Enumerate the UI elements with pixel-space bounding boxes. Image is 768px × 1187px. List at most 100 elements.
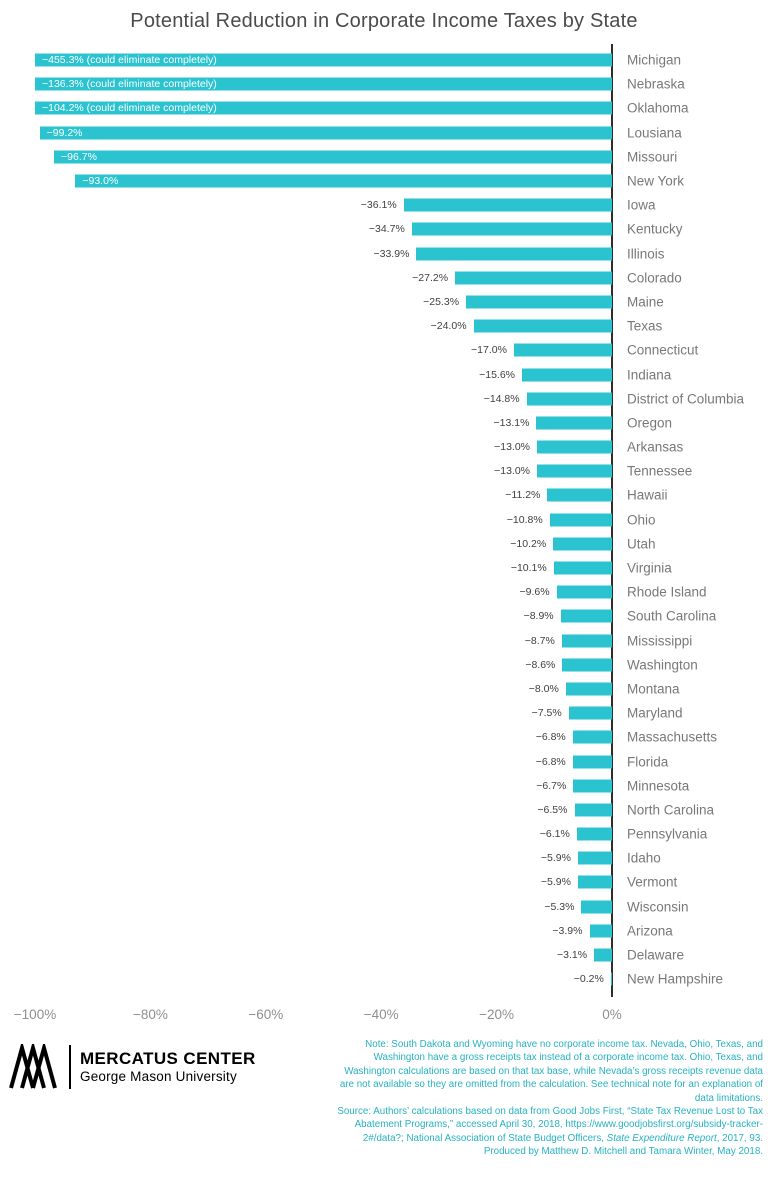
bar-south-carolina <box>560 609 612 623</box>
state-label: Iowa <box>627 197 656 213</box>
bar-idaho <box>577 851 612 865</box>
state-label: Minnesota <box>627 778 690 794</box>
state-label: Arizona <box>627 923 673 939</box>
bar-nebraska <box>35 77 612 91</box>
state-label: Connecticut <box>627 342 699 358</box>
chart-title: Potential Reduction in Corporate Income … <box>130 10 638 32</box>
bar-minnesota <box>573 779 612 793</box>
bar-row-michigan: −455.3% (could eliminate completely) Mich… <box>0 48 768 72</box>
bar-washington <box>562 658 612 672</box>
x-tick-label: −60% <box>248 1007 284 1023</box>
bar-pennsylvania <box>576 827 612 841</box>
mercatus-logo: MERCATUS CENTER George Mason University <box>8 1044 256 1090</box>
bar-value-label: −3.1% <box>557 949 588 962</box>
bar-value-label: −5.3% <box>544 900 575 913</box>
state-label: Texas <box>627 318 663 334</box>
bar-value-label: −99.2% <box>46 126 83 139</box>
state-label: Maryland <box>627 705 683 721</box>
bar-row-iowa: −36.1% Iowa <box>0 193 768 217</box>
state-label: North Carolina <box>627 802 715 818</box>
bar-row-oregon: −13.1% Oregon <box>0 411 768 435</box>
bar-row-pennsylvania: −6.1% Pennsylvania <box>0 822 768 846</box>
bar-value-label: −6.1% <box>539 828 570 841</box>
bar-oregon <box>536 416 612 430</box>
note-segment: Produced by Matthew D. Mitchell and Tama… <box>483 1146 763 1158</box>
bar-rhode-island <box>556 585 612 599</box>
bar-row-new-york: −93.0% New York <box>0 169 768 193</box>
state-label: Vermont <box>627 874 678 890</box>
bar-value-label: −6.8% <box>535 731 566 744</box>
bar-value-label: −11.2% <box>505 489 541 502</box>
x-tick-label: 0% <box>602 1007 622 1023</box>
bar-illinois <box>416 247 612 261</box>
bar-value-label: −6.5% <box>537 803 568 816</box>
state-label: Lousiana <box>627 125 682 141</box>
bar-value-label: −3.9% <box>552 924 583 937</box>
state-label: Indiana <box>627 367 672 383</box>
state-label: Colorado <box>627 270 682 286</box>
bar-value-label: −8.6% <box>525 658 556 671</box>
bar-district-of-columbia <box>526 392 612 406</box>
bar-row-vermont: −5.9% Vermont <box>0 870 768 894</box>
bar-row-rhode-island: −9.6% Rhode Island <box>0 580 768 604</box>
logo-university-name: George Mason University <box>80 1069 237 1085</box>
logo-org-name: MERCATUS CENTER <box>80 1048 256 1068</box>
bar-value-label: −33.9% <box>373 247 410 260</box>
state-label: Wisconsin <box>627 899 689 915</box>
bar-value-label: −10.8% <box>506 513 543 526</box>
bar-value-label: −25.3% <box>423 295 460 308</box>
state-label: Massachusetts <box>627 729 718 745</box>
bar-row-massachusetts: −6.8% Massachusetts <box>0 725 768 749</box>
bar-row-ohio: −10.8% Ohio <box>0 508 768 532</box>
bar-kentucky <box>411 222 612 236</box>
bar-value-label: −13.0% <box>494 441 530 454</box>
state-label: Utah <box>627 536 656 552</box>
bar-michigan <box>35 53 612 67</box>
state-label: Idaho <box>627 850 661 866</box>
bar-value-label: −6.7% <box>536 779 567 792</box>
note-paragraph: Produced by Matthew D. Mitchell and Tama… <box>333 1145 763 1158</box>
x-axis: −100% −80% −60% −40% −20% 0% <box>0 1003 768 1033</box>
state-label: Missouri <box>627 149 678 165</box>
bar-ohio <box>549 513 612 527</box>
bar-iowa <box>403 198 612 212</box>
bar-row-montana: −8.0% Montana <box>0 677 768 701</box>
bar-maine <box>466 295 612 309</box>
bar-florida <box>572 755 612 769</box>
zero-axis-line <box>611 44 613 997</box>
state-label: District of Columbia <box>627 391 745 407</box>
logo-divider <box>69 1045 71 1089</box>
bar-value-label: −10.2% <box>510 537 547 550</box>
bar-value-label: −34.7% <box>368 223 405 236</box>
note-segment: , 2017, 93. <box>716 1132 763 1144</box>
bar-missouri <box>54 150 612 164</box>
state-label: Illinois <box>627 246 665 262</box>
bar-new-hampshire <box>610 972 612 986</box>
state-label: New Hampshire <box>627 971 724 987</box>
state-label: Oregon <box>627 415 673 431</box>
bar-value-label: −8.7% <box>524 634 555 647</box>
bar-north-carolina <box>574 803 612 817</box>
bar-arkansas <box>537 440 612 454</box>
bar-value-label: −8.9% <box>523 610 554 623</box>
bar-row-south-carolina: −8.9% South Carolina <box>0 604 768 628</box>
bar-row-colorado: −27.2% Colorado <box>0 266 768 290</box>
logo-text: MERCATUS CENTER George Mason University <box>80 1048 256 1086</box>
bar-value-label: −27.2% <box>412 271 449 284</box>
bar-row-wisconsin: −5.3% Wisconsin <box>0 895 768 919</box>
bar-oklahoma <box>35 101 612 115</box>
bar-row-hawaii: −11.2% Hawaii <box>0 483 768 507</box>
bar-value-label: −136.3% (could eliminate completely) <box>42 78 217 91</box>
bar-value-label: −5.9% <box>540 852 571 865</box>
bar-row-connecticut: −17.0% Connecticut <box>0 338 768 362</box>
state-label: Maine <box>627 294 664 310</box>
bar-mississippi <box>561 634 612 648</box>
bar-vermont <box>577 875 612 889</box>
x-tick-label: −80% <box>132 1007 168 1023</box>
bar-delaware <box>594 948 612 962</box>
state-label: Delaware <box>627 947 685 963</box>
bar-value-label: −6.8% <box>535 755 566 768</box>
x-tick-label: −20% <box>479 1007 515 1023</box>
bar-row-new-hampshire: −0.2% New Hampshire <box>0 967 768 991</box>
